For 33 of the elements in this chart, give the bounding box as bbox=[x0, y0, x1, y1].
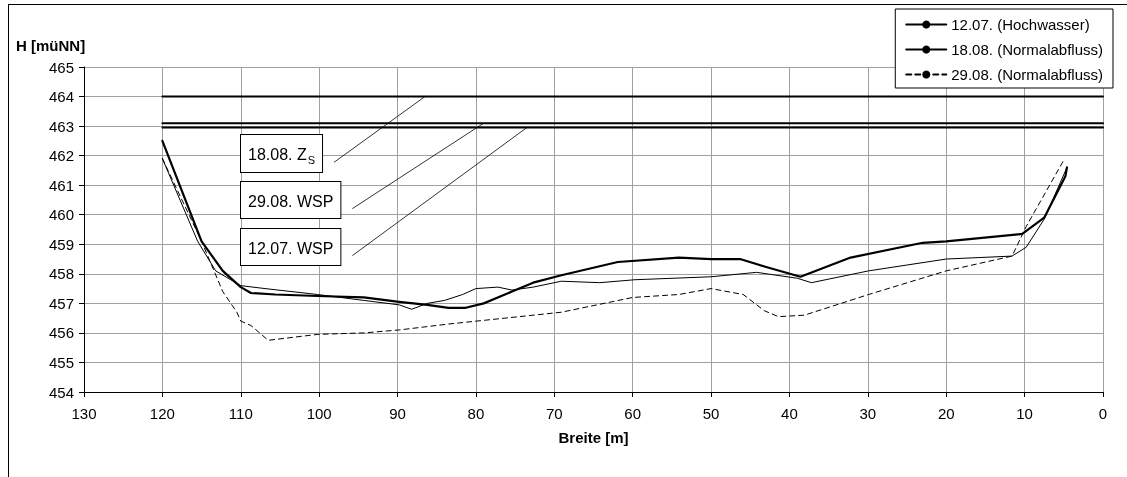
x-tick-label: 60 bbox=[624, 405, 642, 422]
x-tick-label: 0 bbox=[1098, 405, 1108, 422]
x-tick-label: 130 bbox=[71, 405, 97, 422]
y-tick-label: 455 bbox=[48, 353, 74, 371]
x-tick-label: 110 bbox=[228, 405, 253, 422]
x-tick-label: 30 bbox=[859, 405, 877, 422]
y-tick-label: 456 bbox=[48, 324, 74, 342]
y-tick-label: 463 bbox=[48, 117, 74, 135]
annotation: 29.08. WSP bbox=[248, 192, 334, 210]
y-tick-label: 454 bbox=[48, 383, 74, 401]
x-tick-label: 10 bbox=[1016, 405, 1033, 422]
x-tick-label: 70 bbox=[545, 405, 563, 422]
y-tick-label: 457 bbox=[48, 294, 74, 312]
y-tick-label: 461 bbox=[48, 176, 74, 194]
x-tick-label: 50 bbox=[702, 405, 720, 422]
legend-label: 18.08. (Normalabfluss) bbox=[951, 41, 1104, 58]
y-tick-label: 458 bbox=[48, 265, 74, 283]
y-tick-label: 459 bbox=[48, 235, 74, 253]
x-axis-title: Breite [m] bbox=[558, 429, 629, 446]
x-tick-label: 80 bbox=[467, 405, 485, 422]
y-axis-title: H [müNN] bbox=[16, 37, 86, 54]
y-tick-label: 460 bbox=[48, 206, 74, 224]
y-tick-label: 465 bbox=[48, 58, 74, 76]
annotation: 12.07. WSP bbox=[248, 239, 334, 257]
legend-label: 12.07. (Hochwasser) bbox=[951, 16, 1090, 33]
legend-label: 29.08. (Normalabfluss) bbox=[951, 66, 1104, 83]
x-tick-label: 120 bbox=[149, 405, 175, 422]
x-tick-label: 90 bbox=[389, 405, 406, 422]
x-tick-label: 40 bbox=[781, 405, 798, 422]
y-tick-label: 464 bbox=[48, 88, 74, 106]
x-tick-label: 20 bbox=[937, 405, 955, 422]
y-tick-label: 462 bbox=[48, 147, 74, 165]
x-tick-label: 100 bbox=[306, 405, 332, 422]
